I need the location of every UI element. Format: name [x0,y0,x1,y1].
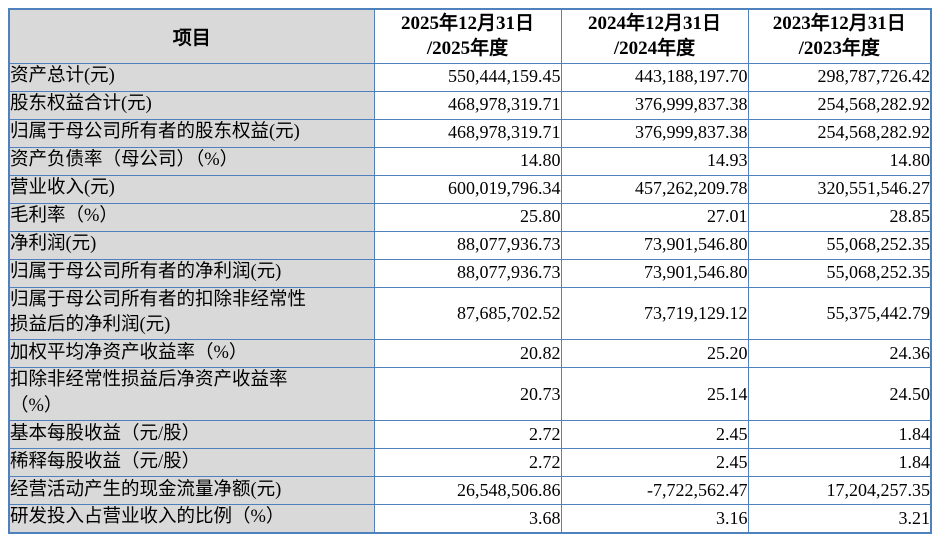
row-label: 研发投入占营业收入的比例（%） [8,504,375,534]
row-label: 净利润(元) [8,230,375,260]
row-value: 20.82 [373,339,562,369]
period-year-2025: /2025年度 [426,38,509,60]
column-header-item: 项目 [8,8,375,64]
row-label: 股东权益合计(元) [8,90,375,120]
column-header-period-2025: 2025年12月31日 /2025年度 [373,8,562,64]
financial-summary-table: 项目 2025年12月31日 /2025年度 2024年12月31日 /2024… [8,8,932,534]
row-value: 27.01 [560,202,749,232]
table-row: 扣除非经常性损益后净资产收益率 （%） 20.73 25.14 24.50 [8,367,932,422]
row-value: 600,019,796.34 [373,174,562,204]
table-row: 经营活动产生的现金流量净额(元) 26,548,506.86 -7,722,562.… [8,476,932,506]
table-row: 基本每股收益（元/股） 2.72 2.45 1.84 [8,420,932,450]
row-value: 88,077,936.73 [373,258,562,288]
table-body: 资产总计(元) 550,444,159.45 443,188,197.70 298,7… [8,62,932,534]
row-value: 320,551,546.27 [747,174,932,204]
row-value: 25.80 [373,202,562,232]
row-value: 24.50 [747,367,932,422]
table-row: 归属于母公司所有者的净利润(元) 88,077,936.73 73,901,546.… [8,258,932,288]
row-value: 73,901,546.80 [560,230,749,260]
period-date-2023: 2023年12月31日 [772,12,906,34]
row-label: 加权平均净资产收益率（%） [8,339,375,369]
row-value: 14.80 [747,146,932,176]
row-value: 55,375,442.79 [747,286,932,341]
row-value: 14.93 [560,146,749,176]
row-label: 资产负债率（母公司）（%） [8,146,375,176]
column-header-period-2024: 2024年12月31日 /2024年度 [560,8,749,64]
row-value: 3.16 [560,504,749,534]
row-label: 归属于母公司所有者的股东权益(元) [8,118,375,148]
row-label: 基本每股收益（元/股） [8,420,375,450]
row-value: -7,722,562.47 [560,476,749,506]
period-year-2024: /2024年度 [613,38,696,60]
table-row: 研发投入占营业收入的比例（%） 3.68 3.16 3.21 [8,504,932,534]
row-value: 468,978,319.71 [373,118,562,148]
row-value: 254,568,282.92 [747,118,932,148]
row-value: 25.20 [560,339,749,369]
row-value: 87,685,702.52 [373,286,562,341]
row-label: 毛利率（%） [8,202,375,232]
row-value: 2.72 [373,448,562,478]
row-value: 376,999,837.38 [560,90,749,120]
row-value: 25.14 [560,367,749,422]
row-value: 17,204,257.35 [747,476,932,506]
row-label: 扣除非经常性损益后净资产收益率 （%） [8,367,375,422]
row-value: 254,568,282.92 [747,90,932,120]
table-row: 归属于母公司所有者的股东权益(元) 468,978,319.71 376,999,8… [8,118,932,148]
row-value: 73,901,546.80 [560,258,749,288]
table-row: 加权平均净资产收益率（%） 20.82 25.20 24.36 [8,339,932,369]
table-row: 稀释每股收益（元/股） 2.72 2.45 1.84 [8,448,932,478]
table-header: 项目 2025年12月31日 /2025年度 2024年12月31日 /2024… [8,8,932,64]
table-row: 营业收入(元) 600,019,796.34 457,262,209.78 320,5… [8,174,932,204]
table-row: 资产总计(元) 550,444,159.45 443,188,197.70 298,7… [8,62,932,92]
table-row: 净利润(元) 88,077,936.73 73,901,546.80 55,068,2… [8,230,932,260]
row-value: 443,188,197.70 [560,62,749,92]
row-value: 20.73 [373,367,562,422]
table-row: 股东权益合计(元) 468,978,319.71 376,999,837.38 254… [8,90,932,120]
row-value: 3.68 [373,504,562,534]
column-header-period-2023: 2023年12月31日 /2023年度 [747,8,932,64]
row-value: 88,077,936.73 [373,230,562,260]
row-value: 2.72 [373,420,562,450]
period-year-2023: /2023年度 [798,38,880,60]
row-value: 2.45 [560,448,749,478]
header-row: 项目 2025年12月31日 /2025年度 2024年12月31日 /2024… [8,8,932,64]
row-value: 468,978,319.71 [373,90,562,120]
row-label: 归属于母公司所有者的净利润(元) [8,258,375,288]
period-date-2024: 2024年12月31日 [587,12,721,34]
row-value: 55,068,252.35 [747,230,932,260]
row-label: 资产总计(元) [8,62,375,92]
row-value: 1.84 [747,448,932,478]
row-value: 1.84 [747,420,932,450]
row-value: 73,719,129.12 [560,286,749,341]
period-date-2025: 2025年12月31日 [400,12,534,34]
row-label: 营业收入(元) [8,174,375,204]
row-label: 经营活动产生的现金流量净额(元) [8,476,375,506]
row-value: 24.36 [747,339,932,369]
row-value: 55,068,252.35 [747,258,932,288]
table-row: 归属于母公司所有者的扣除非经常性 损益后的净利润(元) 87,685,702.52… [8,286,932,341]
table-row: 资产负债率（母公司）（%） 14.80 14.93 14.80 [8,146,932,176]
row-value: 26,548,506.86 [373,476,562,506]
row-value: 457,262,209.78 [560,174,749,204]
table-row: 毛利率（%） 25.80 27.01 28.85 [8,202,932,232]
row-value: 2.45 [560,420,749,450]
row-value: 298,787,726.42 [747,62,932,92]
row-label: 稀释每股收益（元/股） [8,448,375,478]
row-value: 14.80 [373,146,562,176]
row-value: 28.85 [747,202,932,232]
row-value: 550,444,159.45 [373,62,562,92]
row-value: 376,999,837.38 [560,118,749,148]
row-value: 3.21 [747,504,932,534]
row-label: 归属于母公司所有者的扣除非经常性 损益后的净利润(元) [8,286,375,341]
